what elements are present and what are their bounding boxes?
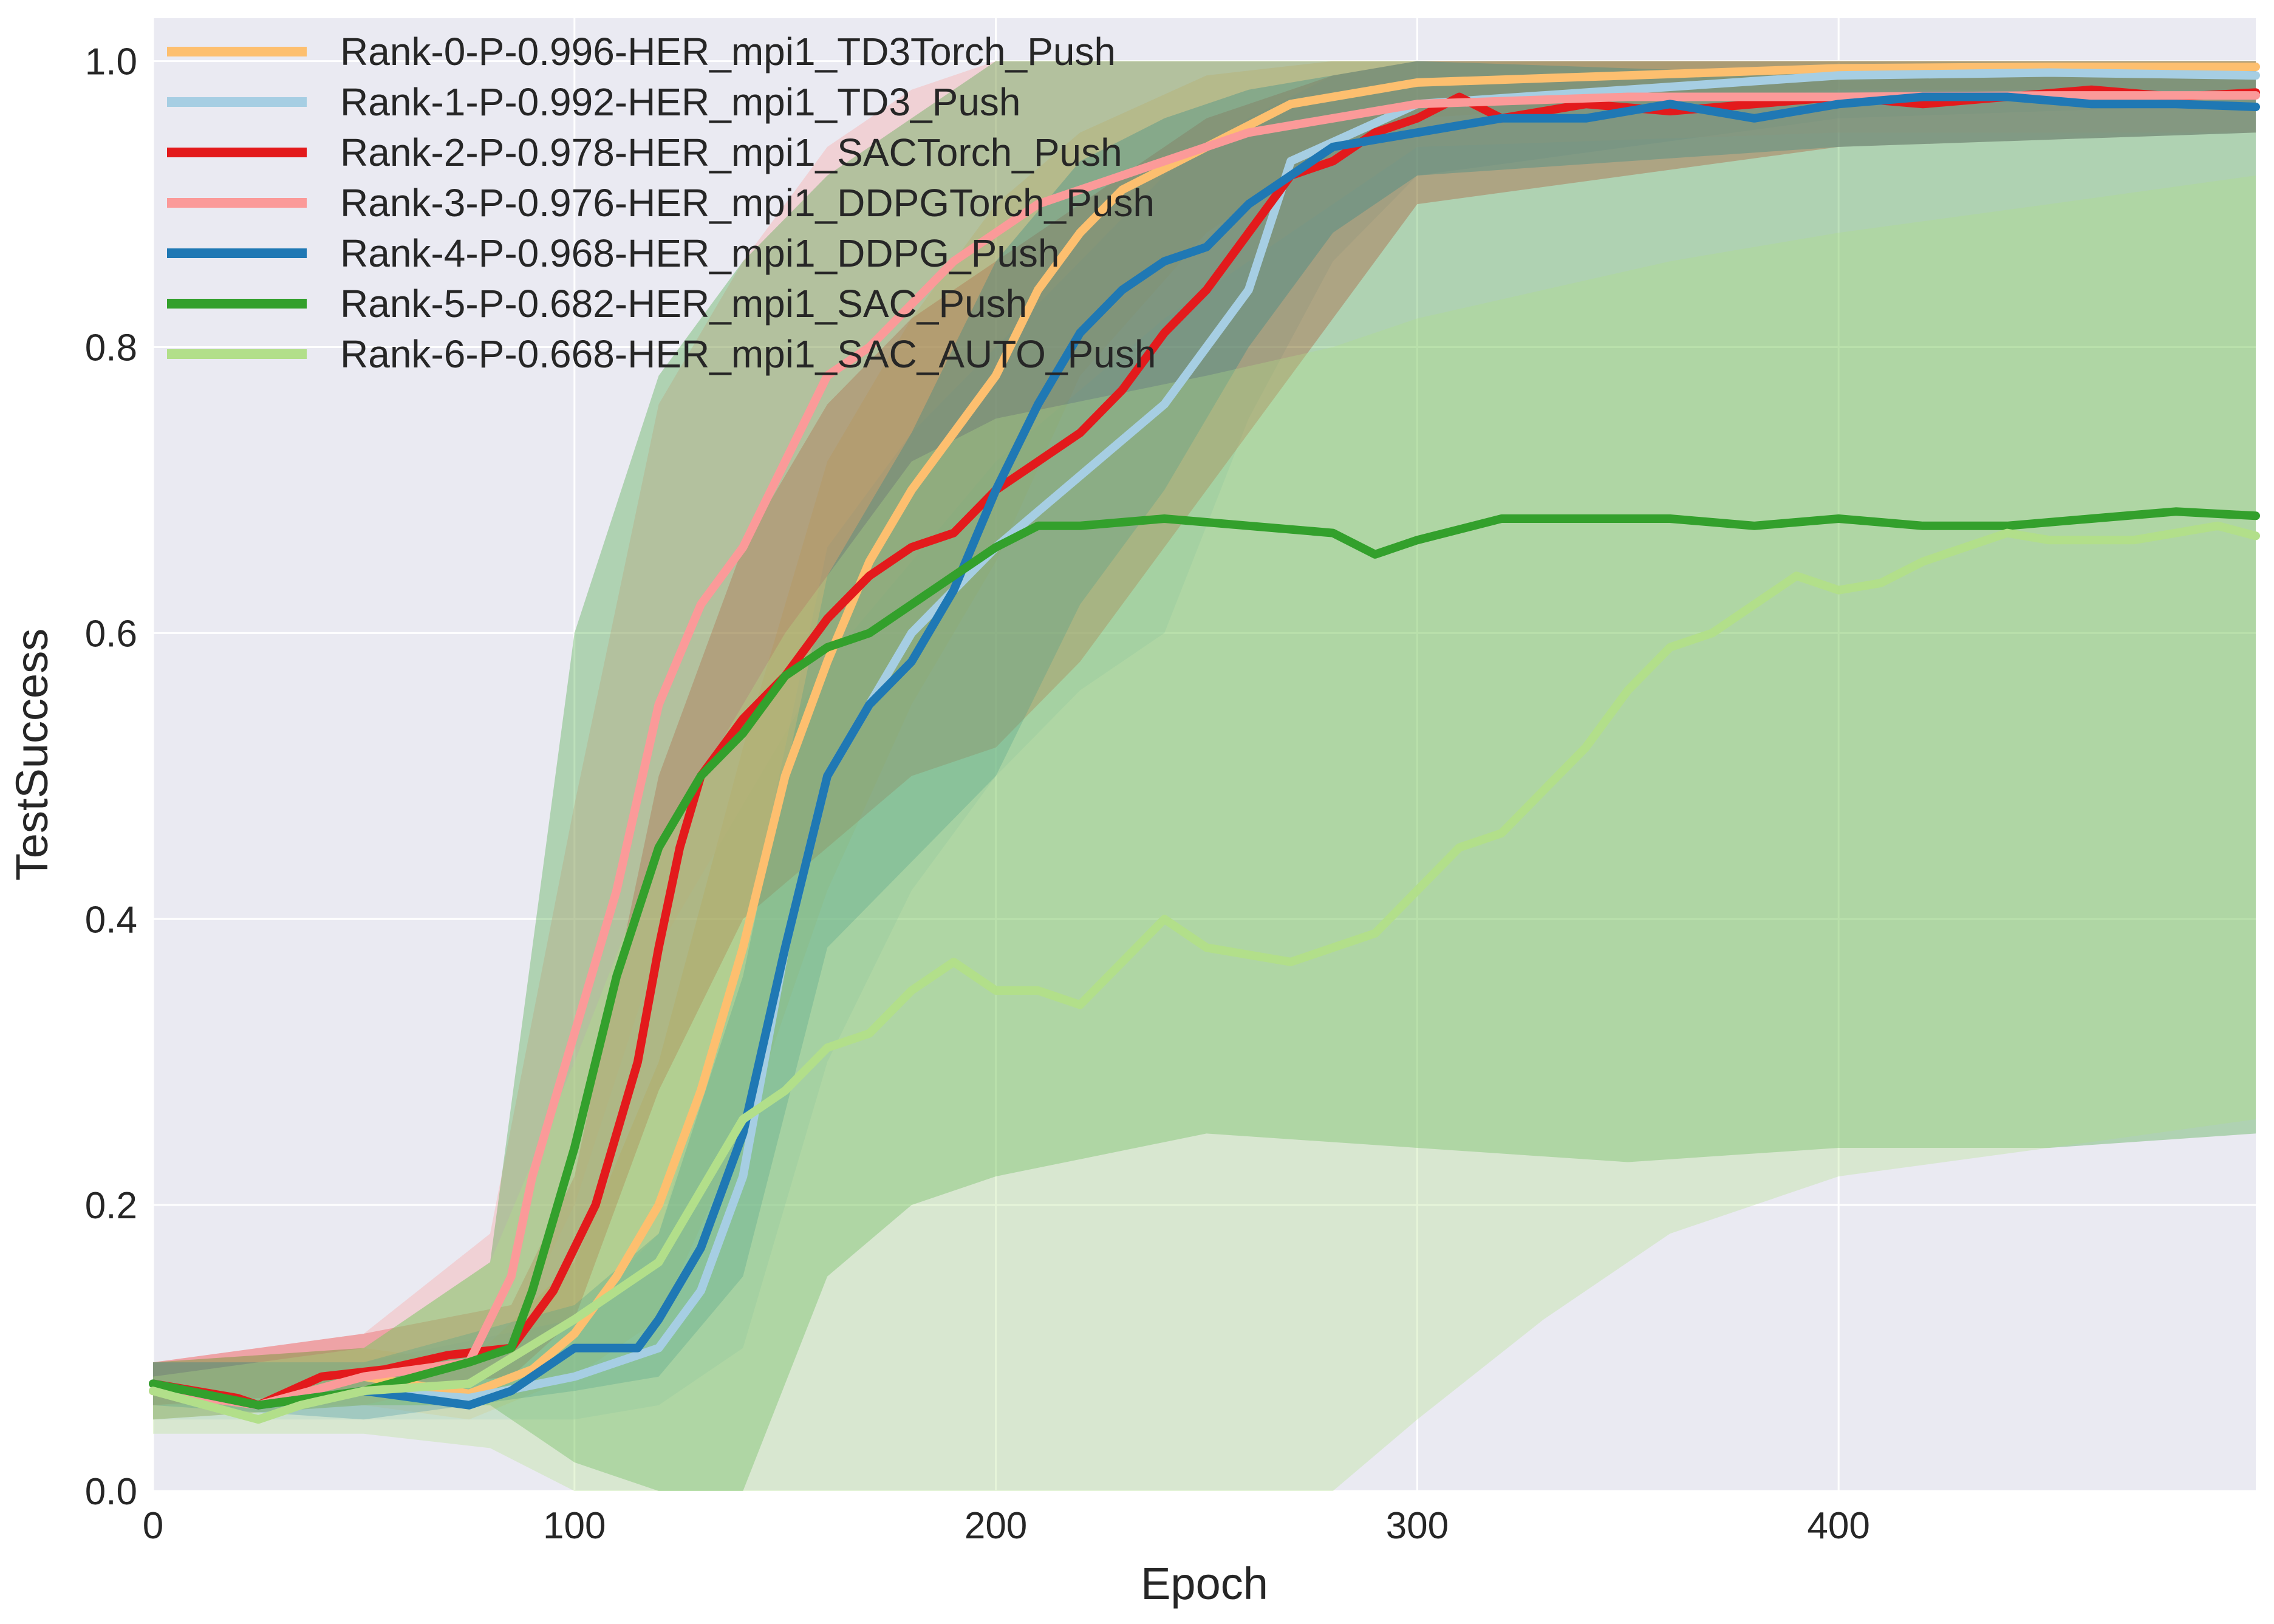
series-line (149, 507, 2260, 1410)
x-tick-label: 400 (1807, 1505, 1869, 1547)
confidence-band (153, 61, 2256, 1420)
series-line (149, 92, 2260, 1410)
legend-label: Rank-3-P-0.976-HER_mpi1_DDPGTorch_Push (340, 181, 1155, 225)
y-tick-label: 0.6 (85, 613, 137, 655)
plot-background (153, 18, 2256, 1491)
x-tick-label: 100 (543, 1505, 606, 1547)
confidence-band (153, 61, 2256, 1420)
x-axis-label: Epoch (1141, 1558, 1268, 1609)
series-line (149, 521, 2260, 1424)
legend-label: Rank-1-P-0.992-HER_mpi1_TD3_Push (340, 80, 1021, 124)
legend-label: Rank-0-P-0.996-HER_mpi1_TD3Torch_Push (340, 30, 1116, 73)
y-tick-label: 1.0 (85, 41, 137, 83)
confidence-band (153, 61, 2256, 1405)
series-lines (149, 63, 2260, 1424)
y-tick-label: 0.0 (85, 1471, 137, 1513)
confidence-band (153, 61, 2256, 1420)
confidence-band (153, 61, 2256, 1491)
confidence-band (153, 61, 2256, 1420)
y-tick-label: 0.4 (85, 899, 137, 941)
legend-label: Rank-6-P-0.668-HER_mpi1_SAC_AUTO_Push (340, 332, 1156, 376)
x-tick-label: 200 (965, 1505, 1027, 1547)
legend-label: Rank-5-P-0.682-HER_mpi1_SAC_Push (340, 282, 1027, 326)
axis-ticks: 0 100 200 300 400 0.0 0.2 0.4 0.6 0.8 1.0 (85, 41, 1870, 1547)
y-axis-label: TestSuccess (7, 629, 57, 881)
x-tick-label: 0 (143, 1505, 163, 1547)
y-tick-label: 0.8 (85, 327, 137, 369)
y-tick-label: 0.2 (85, 1185, 137, 1227)
legend: Rank-0-P-0.996-HER_mpi1_TD3Torch_Push Ran… (167, 30, 1156, 376)
series-line (149, 63, 2260, 1410)
series-line (149, 91, 2260, 1410)
legend-label: Rank-4-P-0.968-HER_mpi1_DDPG_Push (340, 231, 1060, 275)
x-tick-label: 300 (1386, 1505, 1449, 1547)
legend-label: Rank-2-P-0.978-HER_mpi1_SACTorch_Push (340, 131, 1122, 174)
